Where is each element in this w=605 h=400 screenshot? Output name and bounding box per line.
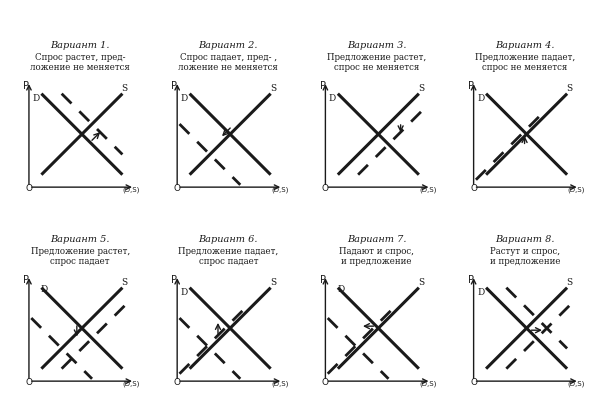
- Text: P: P: [319, 275, 325, 285]
- Text: O: O: [25, 184, 33, 193]
- Text: O: O: [322, 378, 329, 387]
- Text: D: D: [337, 285, 344, 294]
- Text: S: S: [270, 278, 276, 287]
- Text: S: S: [418, 278, 424, 287]
- Text: Предложение падает,
спрос не меняется: Предложение падает, спрос не меняется: [475, 52, 575, 72]
- Text: S: S: [122, 84, 128, 93]
- Text: Спрос падает, пред- ,
ложение не меняется: Спрос падает, пред- , ложение не меняетс…: [178, 52, 278, 72]
- Text: D: D: [477, 94, 485, 103]
- Text: Растут и спрос,
и предложение: Растут и спрос, и предложение: [489, 246, 560, 266]
- Text: S: S: [418, 84, 424, 93]
- Text: Спрос растет, пред-
ложение не меняется: Спрос растет, пред- ложение не меняется: [30, 52, 130, 72]
- Text: (D,S): (D,S): [123, 380, 140, 387]
- Text: Вариант 5.: Вариант 5.: [50, 235, 110, 244]
- Text: (D,S): (D,S): [123, 186, 140, 193]
- Text: Предложение падает,
спрос падает: Предложение падает, спрос падает: [178, 246, 278, 266]
- Text: P: P: [171, 275, 177, 285]
- Text: D: D: [477, 288, 485, 297]
- Text: P: P: [468, 275, 474, 285]
- Text: Вариант 1.: Вариант 1.: [50, 41, 110, 50]
- Text: (D,S): (D,S): [271, 186, 289, 193]
- Text: (D,S): (D,S): [419, 186, 437, 193]
- Text: O: O: [174, 184, 181, 193]
- Text: D: D: [181, 94, 188, 103]
- Text: (D,S): (D,S): [419, 380, 437, 387]
- Text: (D,S): (D,S): [567, 186, 585, 193]
- Text: S: S: [566, 278, 572, 287]
- Text: S: S: [270, 84, 276, 93]
- Text: P: P: [171, 81, 177, 91]
- Text: D: D: [181, 288, 188, 297]
- Text: P: P: [23, 81, 29, 91]
- Text: Вариант 2.: Вариант 2.: [198, 41, 258, 50]
- Text: (D,S): (D,S): [567, 380, 585, 387]
- Text: Вариант 3.: Вариант 3.: [347, 41, 407, 50]
- Text: Вариант 8.: Вариант 8.: [495, 235, 555, 244]
- Text: O: O: [470, 184, 477, 193]
- Text: Падают и спрос,
и предложение: Падают и спрос, и предложение: [339, 246, 414, 266]
- Text: Вариант 4.: Вариант 4.: [495, 41, 555, 50]
- Text: Вариант 7.: Вариант 7.: [347, 235, 407, 244]
- Text: O: O: [25, 378, 33, 387]
- Text: P: P: [468, 81, 474, 91]
- Text: D: D: [33, 94, 40, 103]
- Text: Предложение растет,
спрос не меняется: Предложение растет, спрос не меняется: [327, 52, 427, 72]
- Text: O: O: [174, 378, 181, 387]
- Text: S: S: [566, 84, 572, 93]
- Text: Предложение растет,
спрос падает: Предложение растет, спрос падает: [30, 246, 130, 266]
- Text: P: P: [23, 275, 29, 285]
- Text: O: O: [322, 184, 329, 193]
- Text: O: O: [470, 378, 477, 387]
- Text: (D,S): (D,S): [271, 380, 289, 387]
- Text: D: D: [41, 285, 48, 294]
- Text: D: D: [329, 94, 336, 103]
- Text: Вариант 6.: Вариант 6.: [198, 235, 258, 244]
- Text: P: P: [319, 81, 325, 91]
- Text: S: S: [122, 278, 128, 287]
